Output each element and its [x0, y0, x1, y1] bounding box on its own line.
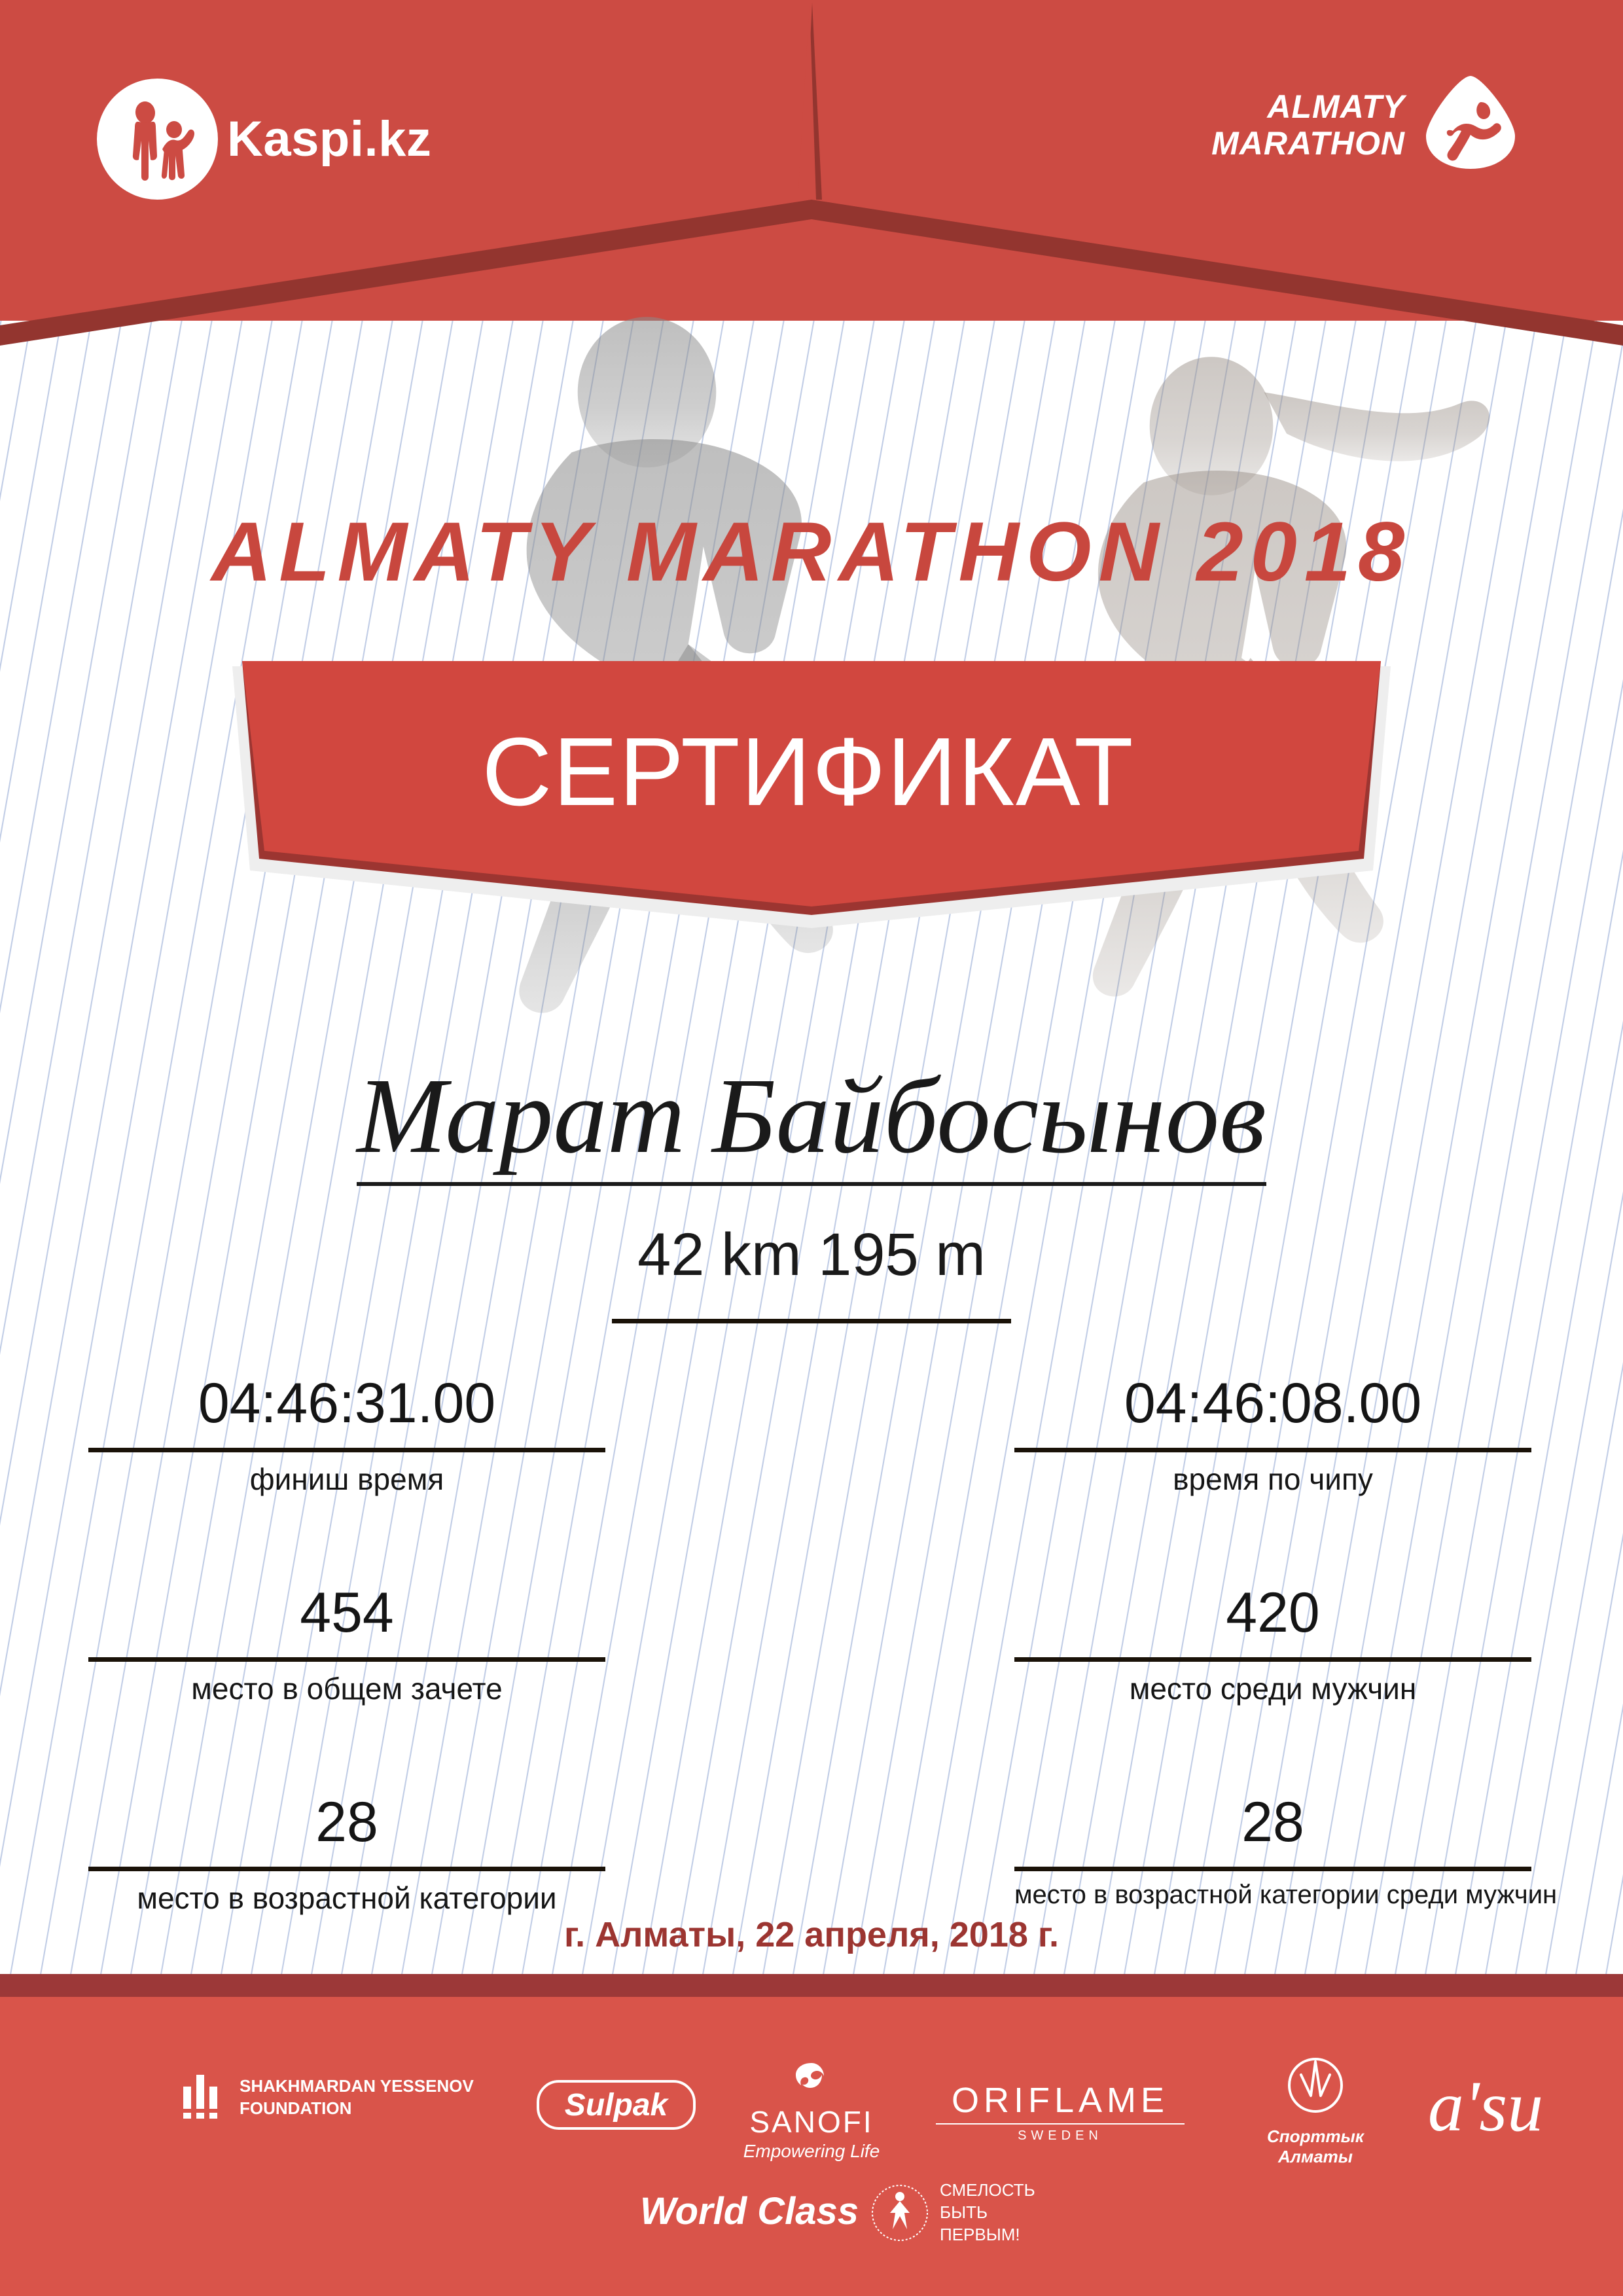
svg-text:СЕРТИФИКАТ: СЕРТИФИКАТ — [482, 718, 1134, 826]
